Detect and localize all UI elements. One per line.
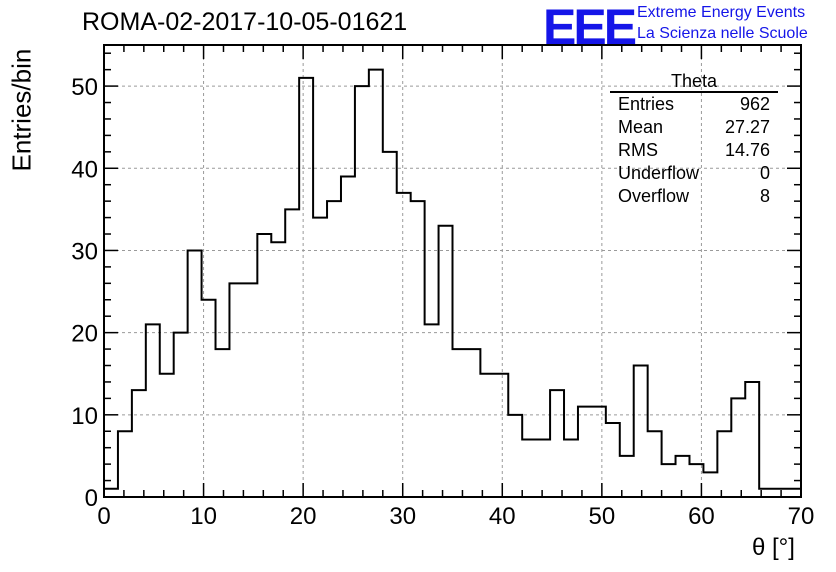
stats-label: Entries — [618, 94, 675, 114]
stats-label: Underflow — [618, 163, 700, 183]
logo-tagline-2: La Scienza nelle Scuole — [637, 25, 808, 42]
stats-row-entries: Entries 962 — [610, 93, 778, 116]
x-tick-label: 0 — [97, 503, 110, 530]
stats-label: RMS — [618, 140, 658, 160]
x-axis-label: θ [°] — [752, 534, 795, 561]
stats-row-underflow: Underflow 0 — [610, 162, 778, 185]
y-tick-label: 50 — [71, 74, 98, 101]
x-tick-label: 60 — [688, 503, 715, 530]
plot-frame — [103, 44, 802, 498]
stats-label: Mean — [618, 117, 664, 137]
y-tick-label: 20 — [71, 321, 98, 348]
stats-row-mean: Mean 27.27 — [610, 116, 778, 139]
stats-value: 14.76 — [724, 140, 770, 160]
x-tick-label: 70 — [788, 503, 815, 530]
x-tick-label: 50 — [589, 503, 616, 530]
chart-title: ROMA-02-2017-10-05-01621 — [82, 8, 408, 36]
histogram-series — [104, 68, 801, 490]
eee-logo: EEE — [543, 0, 637, 55]
x-tick-label: 10 — [190, 503, 217, 530]
logo-tagline-1: Extreme Energy Events — [637, 4, 806, 21]
tick-labels: 0 10 20 30 40 50 60 70 0 10 20 30 40 50 — [71, 74, 814, 530]
y-tick-label: 30 — [71, 238, 98, 265]
stats-value: 962 — [739, 94, 770, 114]
stats-row-rms: RMS 14.76 — [610, 139, 778, 162]
y-tick-label: 10 — [71, 403, 98, 430]
stats-box: Theta Entries 962 Mean 27.27 RMS 14.76 Unde… — [610, 72, 778, 208]
stats-value: 0 — [759, 163, 770, 183]
x-tick-label: 30 — [389, 503, 416, 530]
stats-title: Theta — [610, 72, 778, 93]
stats-row-overflow: Overflow 8 — [610, 185, 778, 208]
stats-value: 8 — [759, 186, 770, 206]
y-tick-label: 0 — [85, 485, 98, 512]
stats-label: Overflow — [618, 186, 690, 206]
y-tick-label: 40 — [71, 156, 98, 183]
y-axis-label: Entries/bin — [6, 48, 37, 172]
stats-value: 27.27 — [724, 117, 770, 137]
x-tick-label: 20 — [290, 503, 317, 530]
x-tick-label: 40 — [489, 503, 516, 530]
